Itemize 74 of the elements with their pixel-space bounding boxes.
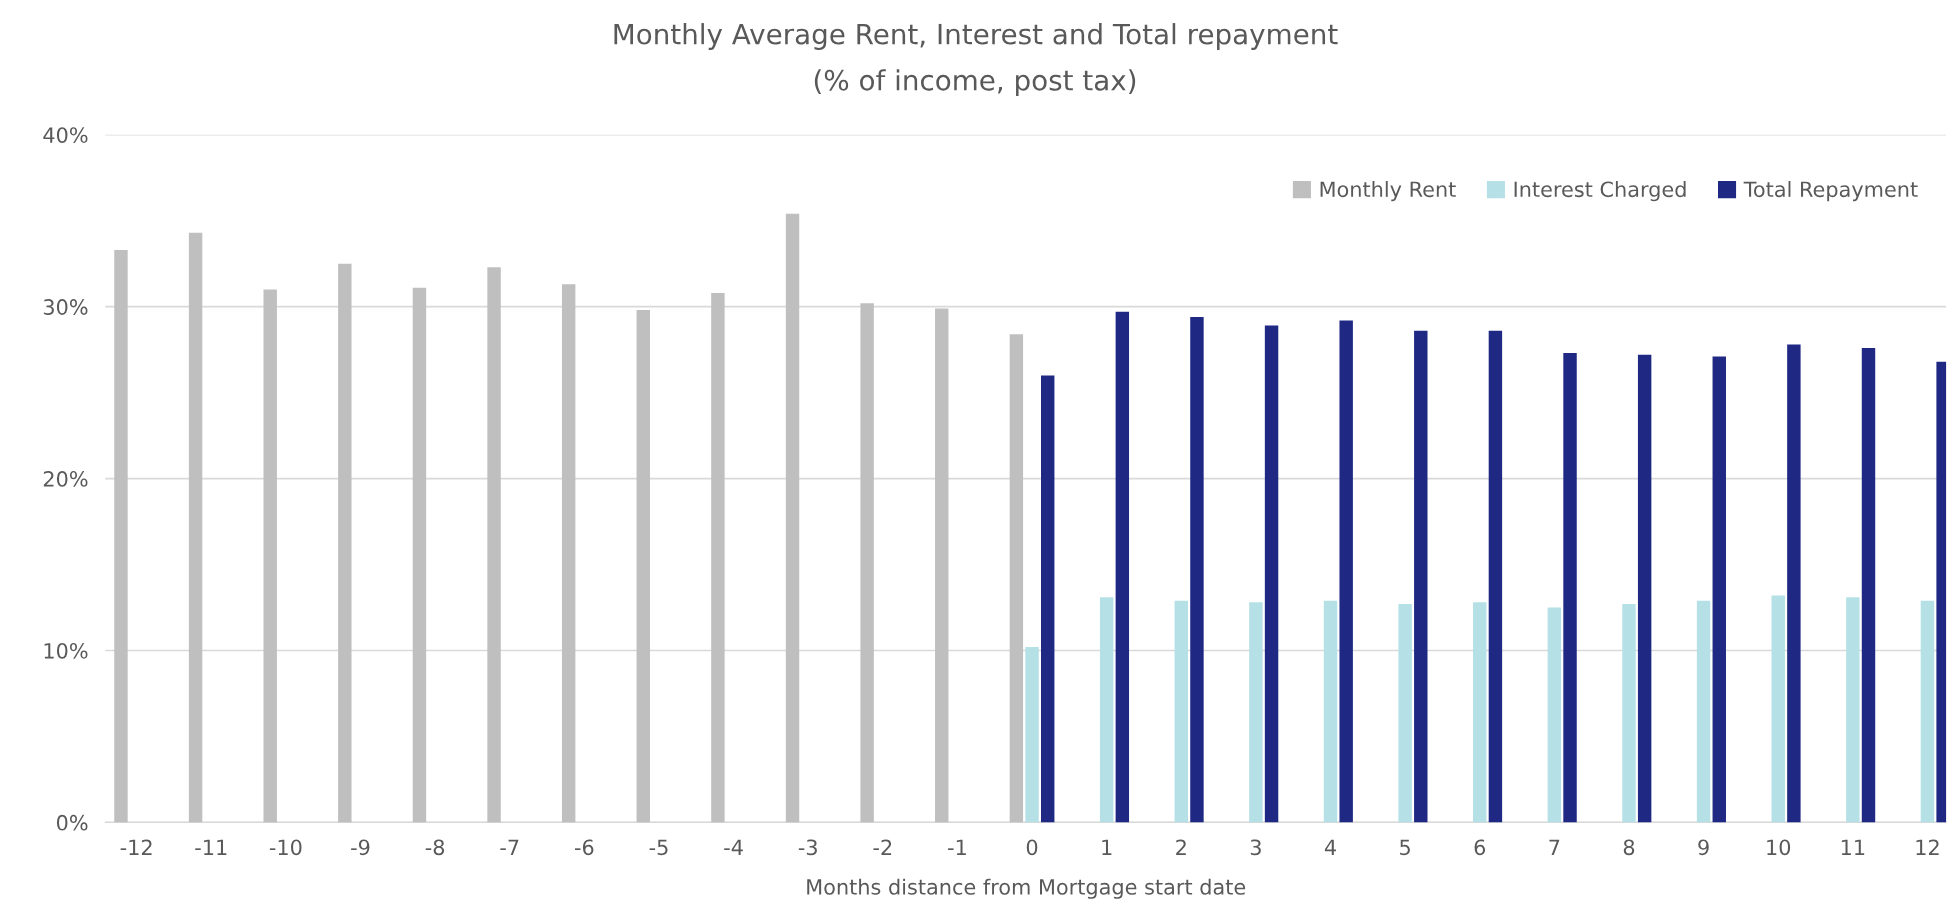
bar [1637,354,1652,823]
x-tick-label: 11 [1841,839,1865,855]
x-tick-label: -2 [873,839,892,855]
x-tick-label: 3 [1250,839,1261,856]
bar [1547,607,1562,823]
bar [114,249,128,823]
bar [1920,600,1935,823]
bar [1488,330,1503,823]
x-tick-label: -5 [649,839,668,856]
bar [935,308,949,823]
y-tick-label: 40% [43,127,88,143]
x-tick-label: 4 [1324,839,1336,855]
bar [1712,356,1726,823]
bar [860,303,874,823]
x-tick-label: 0 [1026,839,1038,856]
bar [188,232,203,823]
x-tick-label: 10 [1767,839,1791,856]
x-tick-label: 9 [1698,839,1709,856]
chart-subtitle: (% of income, post tax) [814,69,1136,97]
bar [1622,604,1636,823]
bar [1115,311,1130,823]
bar [1787,344,1801,823]
bar [1025,647,1039,823]
bar [1041,375,1055,823]
x-tick-label: 1 [1102,839,1112,855]
x-tick-label: 12 [1916,839,1939,855]
x-tick-label: -12 [120,839,152,855]
bar [1696,600,1711,823]
bar [1249,602,1263,823]
bar [1174,600,1188,823]
y-tick-label: 0% [56,814,88,831]
bar [1414,330,1428,823]
legend-label: Interest Charged [1514,181,1686,202]
x-tick-label: 2 [1176,839,1186,855]
x-tick-label: 7 [1549,839,1560,855]
bar [785,213,800,823]
bar [263,289,277,823]
legend-label: Monthly Rent [1320,181,1456,202]
bar [1563,353,1577,823]
x-tick-label: -6 [574,839,594,856]
x-tick-label: -10 [269,839,302,856]
x-tick-label: -11 [195,839,227,855]
bar [1473,602,1487,823]
bar [711,292,725,823]
bar [1398,604,1412,823]
y-tick-label: 20% [43,471,88,487]
x-tick-label: -8 [425,839,445,856]
y-tick-label: 30% [43,299,88,315]
legend-label: Total Repayment [1743,181,1918,202]
bar [1861,347,1876,823]
bar [1846,597,1860,823]
x-tick-label: -4 [724,839,743,855]
x-tick-label: 5 [1400,839,1410,856]
y-tick-label: 10% [44,642,88,659]
bar [1264,325,1279,823]
bar [561,284,576,823]
bar [636,310,650,823]
bar [1771,595,1785,823]
chart-title: Monthly Average Rent, Interest and Total repayment [614,23,1338,50]
bar [1323,600,1338,823]
bar [1339,320,1353,823]
x-tick-label: -9 [351,839,370,856]
bar [338,263,352,823]
bar [1099,597,1114,823]
x-tick-label: -7 [500,839,519,855]
x-tick-label: 8 [1623,839,1635,856]
bar [487,267,501,823]
bar [412,287,427,823]
x-tick-label: -1 [948,839,966,855]
bar [1009,334,1024,823]
x-tick-label: -3 [798,839,817,856]
bar [1190,316,1204,823]
x-axis-title: Months distance from Mortgage start date [807,878,1246,899]
x-tick-label: 6 [1474,839,1486,856]
